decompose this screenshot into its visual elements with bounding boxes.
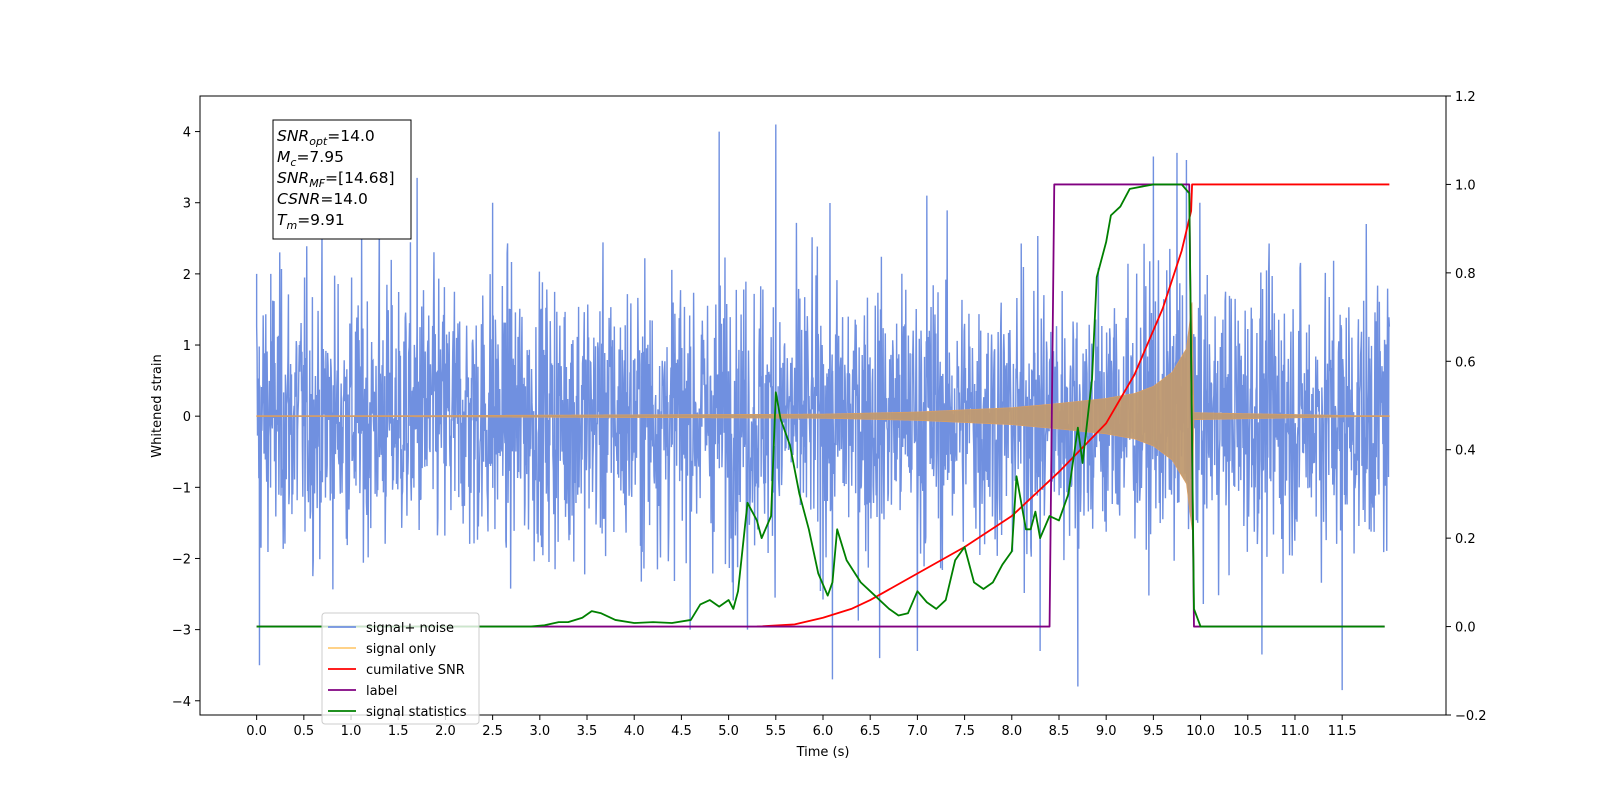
annotation-symbol: T: [277, 211, 288, 229]
y-tick-label: 1: [183, 339, 191, 354]
x-tick-label: 10.0: [1186, 724, 1215, 739]
y2-tick-label: 0.6: [1455, 355, 1476, 370]
y-tick-label: −1: [172, 481, 191, 496]
y-axis-left: 4 3 2 1 0 −1 −2 −3 −4: [172, 126, 200, 710]
x-tick-label: 7.0: [907, 724, 928, 739]
series-signal-statistics: [256, 183, 1385, 628]
x-axis: 0.0 0.5 1.0 1.5 2.0 2.5 3.0 3.5 4.0 4.5 5.0 5.5 6.0 6…: [246, 715, 1357, 739]
annotation-line: CSNR=14.0: [277, 190, 368, 208]
annotation-line: Mc=7.95: [277, 148, 344, 169]
annotation-value: =14.0: [320, 190, 368, 208]
x-tick-label: 5.5: [765, 724, 786, 739]
x-tick-label: 3.0: [529, 724, 550, 739]
x-tick-label: 11.0: [1280, 724, 1309, 739]
y2-tick-label: −0.2: [1455, 709, 1487, 724]
y2-tick-label: 1.0: [1455, 178, 1476, 193]
annotation-symbol: SNR: [277, 169, 309, 187]
x-tick-label: 1.5: [388, 724, 409, 739]
annotation-value: =9.91: [297, 211, 345, 229]
annotation-box: SNRopt=14.0Mc=7.95SNRMF=[14.68]CSNR=14.0…: [272, 119, 412, 240]
annotation-subscript: opt: [309, 135, 328, 148]
y-axis-right: 1.2 1.0 0.8 0.6 0.4 0.2 0.0 −0.2: [1446, 90, 1487, 724]
y2-tick-label: 0.2: [1455, 532, 1476, 547]
series-signal-noise: [255, 124, 1391, 691]
x-tick-label: 9.0: [1096, 724, 1117, 739]
x-tick-label: 0.5: [293, 724, 314, 739]
y-tick-label: 4: [183, 126, 191, 141]
x-axis-label: Time (s): [796, 745, 850, 760]
x-tick-label: 6.0: [813, 724, 834, 739]
x-tick-label: 0.0: [246, 724, 267, 739]
x-tick-label: 4.5: [671, 724, 692, 739]
annotation-line: Tm=9.91: [277, 211, 345, 232]
y-tick-label: −2: [172, 552, 191, 567]
y-tick-label: 0: [183, 410, 191, 425]
annotation-value: =[14.68]: [325, 169, 394, 187]
y-tick-label: 3: [183, 197, 191, 212]
series-signal-only: [256, 302, 1390, 531]
annotation-symbol: CSNR: [277, 190, 320, 208]
legend-label: cumilative SNR: [366, 663, 465, 678]
x-tick-label: 10.5: [1233, 724, 1262, 739]
annotation-value: =7.95: [296, 148, 344, 166]
y2-tick-label: 0.4: [1455, 444, 1476, 459]
legend-label: signal statistics: [366, 705, 467, 720]
x-tick-label: 6.5: [860, 724, 881, 739]
annotation-subscript: c: [290, 156, 296, 169]
legend-label: label: [366, 684, 397, 699]
y2-tick-label: 1.2: [1455, 90, 1476, 105]
annotation-symbol: M: [277, 148, 290, 166]
x-tick-label: 9.5: [1143, 724, 1164, 739]
y-axis-label: Whitened strain: [150, 354, 165, 457]
x-tick-label: 8.5: [1049, 724, 1070, 739]
x-tick-label: 11.5: [1328, 724, 1357, 739]
x-tick-label: 1.0: [341, 724, 362, 739]
x-tick-label: 3.5: [577, 724, 598, 739]
x-tick-label: 2.5: [482, 724, 503, 739]
x-tick-label: 8.0: [1001, 724, 1022, 739]
y-tick-label: 2: [183, 268, 191, 283]
y2-tick-label: 0.0: [1455, 621, 1476, 636]
annotation-subscript: MF: [309, 177, 325, 190]
series-layer: [255, 124, 1391, 691]
annotation-symbol: SNR: [277, 127, 309, 145]
annotation-line: SNRMF=[14.68]: [277, 169, 395, 190]
x-tick-label: 7.5: [954, 724, 975, 739]
legend-label: signal+ noise: [366, 621, 454, 636]
y-tick-label: −4: [172, 695, 191, 710]
annotation-frame: [272, 119, 412, 240]
legend-label: signal only: [366, 642, 436, 657]
annotation-line: SNRopt=14.0: [277, 127, 375, 148]
series-cumilative-snr: [756, 183, 1390, 628]
annotation-subscript: m: [286, 219, 297, 232]
legend: signal+ noise signal only cumilative SNR la…: [321, 612, 480, 725]
x-tick-label: 4.0: [624, 724, 645, 739]
y-tick-label: −3: [172, 624, 191, 639]
x-tick-label: 5.0: [718, 724, 739, 739]
legend-frame: [321, 612, 480, 725]
annotation-value: =14.0: [327, 127, 375, 145]
y2-tick-label: 0.8: [1455, 267, 1476, 282]
x-tick-label: 2.0: [435, 724, 456, 739]
